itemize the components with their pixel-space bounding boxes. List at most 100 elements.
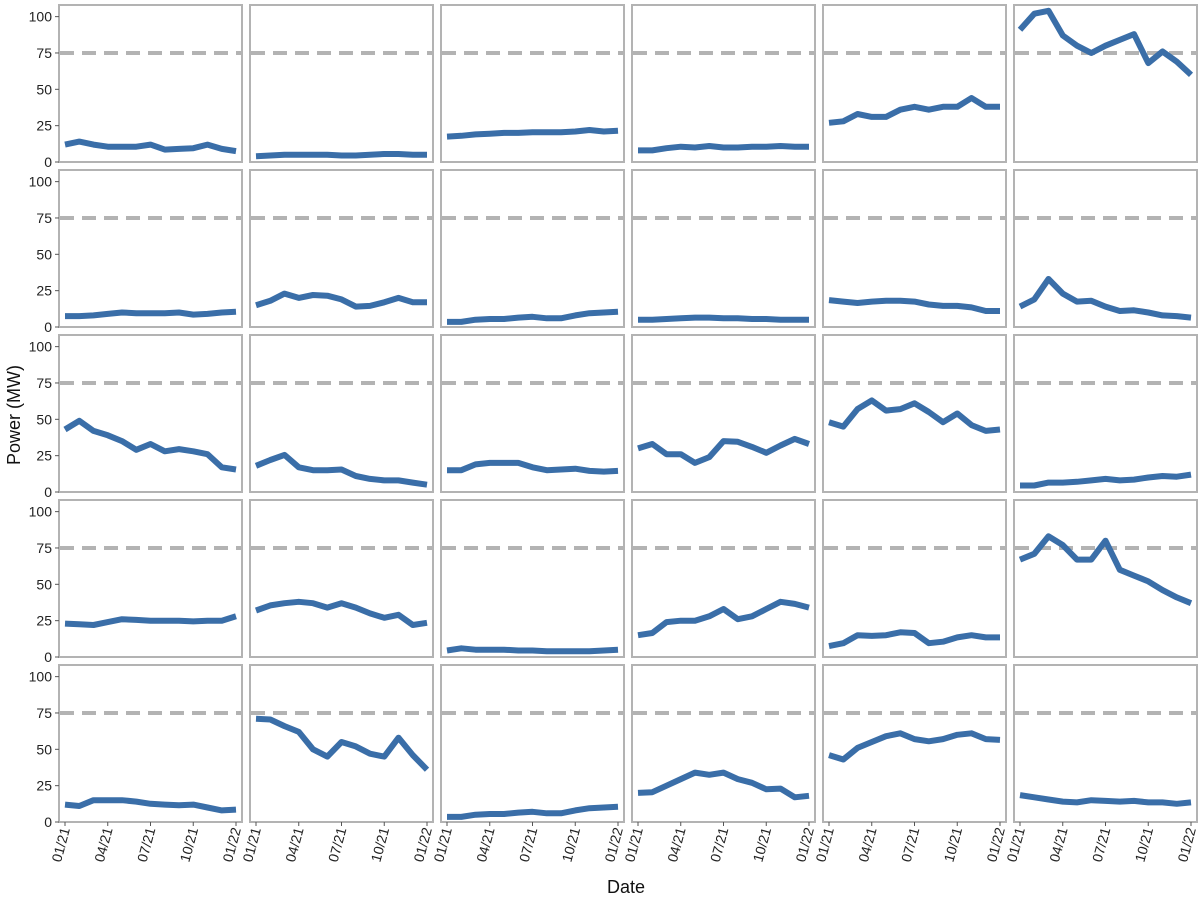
y-tick-label: 100 <box>29 504 53 520</box>
y-tick-label: 0 <box>44 814 52 830</box>
panel-4-1: 0 25 50 75 100 <box>29 499 243 665</box>
panel-border <box>1013 4 1198 163</box>
series-line <box>828 629 1000 650</box>
y-tick-label: 0 <box>44 649 52 665</box>
series-line <box>254 598 428 628</box>
series-line <box>637 435 811 466</box>
x-tick-label: 04/21 <box>855 825 880 863</box>
panel-border <box>822 4 1007 163</box>
x-tick-label: 10/21 <box>177 825 202 863</box>
panel-4-4 <box>631 499 816 658</box>
y-tick-label: 50 <box>36 246 52 262</box>
panel-border <box>249 499 434 658</box>
y-tick-label: 25 <box>36 613 52 629</box>
panel-border <box>58 664 243 823</box>
x-tick-label: 10/21 <box>368 825 393 863</box>
panel-border <box>58 499 243 658</box>
series-line <box>1018 533 1193 606</box>
series-line <box>63 417 237 473</box>
panel-border <box>249 334 434 493</box>
x-tick-label: 01/22 <box>1174 825 1199 863</box>
x-tick-label: 10/21 <box>559 825 584 863</box>
panel-5-3: 01/21 04/21 07/21 10/21 01/22 <box>430 664 626 864</box>
series-line <box>446 645 619 655</box>
panel-2-6 <box>1013 169 1198 328</box>
y-tick-label: 100 <box>29 339 53 355</box>
panel-5-2: 01/21 04/21 07/21 10/21 01/22 <box>239 664 435 864</box>
panel-3-2 <box>249 334 434 493</box>
panel-border <box>1013 499 1198 658</box>
y-tick-label: 100 <box>29 9 53 25</box>
panel-4-2 <box>249 499 434 658</box>
y-tick-label: 25 <box>36 118 52 134</box>
panel-1-3 <box>440 4 625 163</box>
y-tick-label: 25 <box>36 448 52 464</box>
series-line <box>1018 276 1192 321</box>
series-line <box>1017 7 1194 78</box>
panel-5-4: 01/21 04/21 07/21 10/21 01/22 <box>621 664 817 864</box>
panel-border <box>822 664 1007 823</box>
panel-3-6 <box>1013 334 1198 493</box>
series-line <box>64 613 237 628</box>
series-line <box>446 127 619 140</box>
panel-border <box>58 169 243 328</box>
panel-1-5 <box>822 4 1007 163</box>
x-axis-title: Date <box>607 877 645 897</box>
x-tick-label: 10/21 <box>1132 825 1157 863</box>
panel-border <box>249 169 434 328</box>
x-tick-label: 07/21 <box>707 825 732 863</box>
panel-3-1: 0 25 50 75 100 <box>29 334 243 500</box>
series-line <box>828 95 1000 126</box>
panel-2-4 <box>631 169 816 328</box>
y-tick-label: 75 <box>36 45 52 61</box>
series-line <box>637 769 810 801</box>
series-line <box>65 308 237 320</box>
panel-2-1: 0 25 50 75 100 <box>29 169 243 335</box>
panel-border <box>58 4 243 163</box>
panel-1-6 <box>1013 4 1198 163</box>
x-tick-label: 04/21 <box>664 825 689 863</box>
panels-layer: 0 25 50 75 100 0 25 50 75 100 0 25 50 75 100 0 25 50 75 100… <box>29 4 1199 864</box>
series-line <box>828 730 1001 763</box>
panel-border <box>1013 664 1198 823</box>
panel-border <box>1013 169 1198 328</box>
x-tick-label: 04/21 <box>282 825 307 863</box>
y-tick-label: 75 <box>36 375 52 391</box>
series-line <box>638 314 809 323</box>
y-tick-label: 75 <box>36 705 52 721</box>
y-tick-label: 50 <box>36 576 52 592</box>
panel-1-2 <box>249 4 434 163</box>
y-tick-label: 25 <box>36 778 52 794</box>
panel-border <box>440 499 625 658</box>
panel-border <box>440 4 625 163</box>
panel-border <box>631 4 816 163</box>
y-tick-label: 100 <box>29 174 53 190</box>
panel-border <box>631 334 816 493</box>
series-line <box>64 797 237 814</box>
x-tick-label: 04/21 <box>91 825 116 863</box>
y-tick-label: 0 <box>44 319 52 335</box>
panel-border <box>440 169 625 328</box>
series-line <box>255 151 427 160</box>
panel-border <box>1013 334 1198 493</box>
panel-4-6 <box>1013 499 1198 658</box>
y-tick-label: 50 <box>36 741 52 757</box>
series-line <box>1019 792 1192 807</box>
y-tick-label: 50 <box>36 81 52 97</box>
x-tick-label: 07/21 <box>516 825 541 863</box>
series-line <box>828 397 1001 434</box>
series-line <box>447 803 619 820</box>
y-tick-label: 0 <box>44 154 52 170</box>
panel-border <box>58 334 243 493</box>
series-line <box>638 143 809 154</box>
y-tick-label: 0 <box>44 484 52 500</box>
panel-2-2 <box>249 169 434 328</box>
series-line <box>447 459 619 475</box>
x-tick-label: 07/21 <box>134 825 159 863</box>
panel-3-5 <box>822 334 1007 493</box>
series-line <box>1020 471 1192 489</box>
series-line <box>828 297 1000 314</box>
panel-1-4 <box>631 4 816 163</box>
